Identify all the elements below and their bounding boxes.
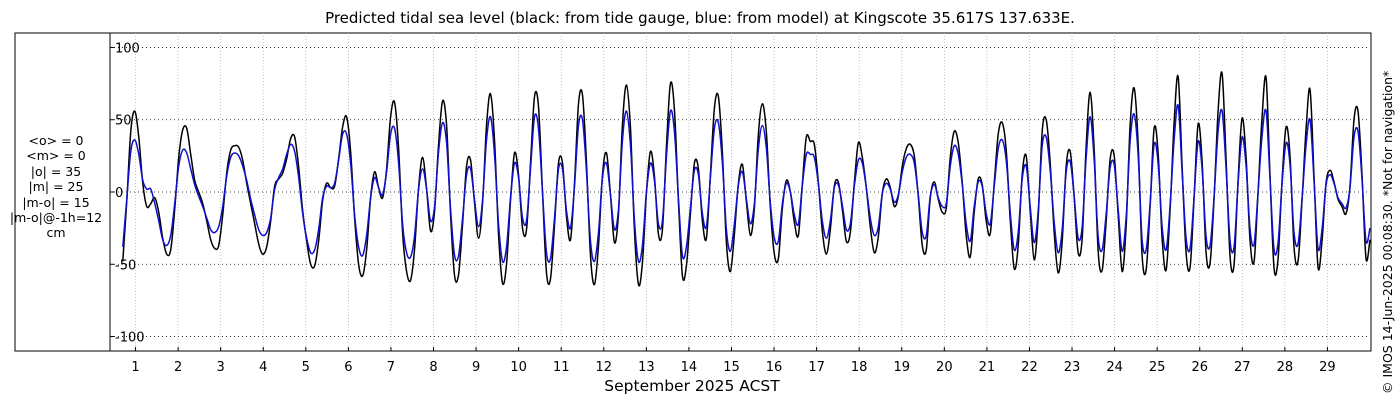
stat-abs-diff: |m-o| = 15 bbox=[22, 194, 90, 210]
x-tick-label: 9 bbox=[472, 360, 480, 375]
x-tick-label: 20 bbox=[936, 360, 953, 375]
x-tick-label: 19 bbox=[893, 360, 910, 375]
x-tick-label: 8 bbox=[429, 360, 437, 375]
x-tick-label: 5 bbox=[302, 360, 310, 375]
series-line-model bbox=[122, 103, 1371, 264]
x-tick-label: 1 bbox=[131, 360, 139, 375]
x-tick-label: 7 bbox=[387, 360, 395, 375]
x-axis: 1 2 3 4 5 6 7 8 9 10 11 12 13 14 15 16 17 18 19 20 21 22 23 24 2… bbox=[131, 347, 1336, 375]
x-tick-label: 17 bbox=[808, 360, 825, 375]
stat-abs-model: |m| = 25 bbox=[28, 179, 84, 195]
x-tick-label: 23 bbox=[1064, 360, 1081, 375]
x-tick-label: 2 bbox=[174, 360, 182, 375]
x-tick-label: 11 bbox=[553, 360, 570, 375]
x-tick-label: 22 bbox=[1021, 360, 1038, 375]
stat-abs-observed: |o| = 35 bbox=[30, 163, 82, 179]
stat-units: cm bbox=[46, 225, 66, 241]
x-axis-label: September 2025 ACST bbox=[604, 377, 780, 395]
x-tick-label: 25 bbox=[1149, 360, 1166, 375]
chart-title: Predicted tidal sea level (black: from t… bbox=[325, 9, 1075, 27]
y-axis: -100 -50 0 50 100 bbox=[109, 33, 145, 351]
stat-abs-diff-lagged: |m-o|@-1h=12 bbox=[9, 210, 103, 226]
y-tick-label: 50 bbox=[115, 114, 132, 129]
x-tick-label: 18 bbox=[851, 360, 868, 375]
statistics-panel: <o> = 0 <m> = 0 |o| = 35 |m| = 25 |m-o| … bbox=[4, 133, 108, 241]
x-tick-label: 29 bbox=[1319, 360, 1336, 375]
x-tick-label: 15 bbox=[723, 360, 740, 375]
grid bbox=[110, 33, 1370, 351]
stat-mean-observed: <o> = 0 bbox=[28, 133, 84, 148]
stat-mean-model: <m> = 0 bbox=[26, 148, 86, 164]
x-tick-label: 16 bbox=[766, 360, 783, 375]
y-tick-label: 100 bbox=[115, 41, 140, 56]
y-tick-label: -50 bbox=[115, 258, 136, 273]
y-tick-label: -100 bbox=[115, 331, 145, 346]
x-tick-label: 10 bbox=[510, 360, 527, 375]
x-tick-label: 28 bbox=[1277, 360, 1294, 375]
x-tick-label: 3 bbox=[217, 360, 225, 375]
series-group bbox=[122, 71, 1371, 287]
x-tick-label: 24 bbox=[1106, 360, 1123, 375]
y-tick-label: 0 bbox=[115, 186, 123, 201]
x-tick-label: 27 bbox=[1234, 360, 1251, 375]
x-tick-label: 21 bbox=[979, 360, 996, 375]
x-tick-label: 4 bbox=[259, 360, 267, 375]
x-tick-label: 26 bbox=[1191, 360, 1208, 375]
x-tick-label: 6 bbox=[344, 360, 352, 375]
chart-frame bbox=[14, 32, 1372, 352]
x-tick-label: 14 bbox=[681, 360, 698, 375]
x-tick-label: 12 bbox=[596, 360, 613, 375]
x-tick-label: 13 bbox=[638, 360, 655, 375]
